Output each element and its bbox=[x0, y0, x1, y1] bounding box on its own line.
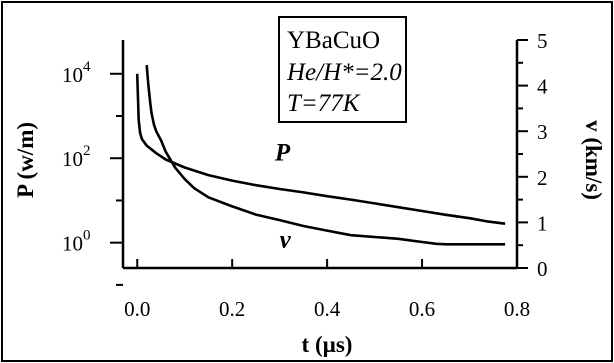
x-axis-title: t (µs) bbox=[302, 332, 353, 357]
series-P-line bbox=[135, 73, 506, 225]
x-tick-label: 0.6 bbox=[409, 297, 435, 321]
x-tick-label: 0.4 bbox=[314, 297, 341, 321]
x-tick-label: 0.8 bbox=[504, 297, 530, 321]
right-y-tick-label: 2 bbox=[537, 166, 548, 190]
right-y-tick-label: 5 bbox=[537, 29, 548, 53]
left-y-tick-label: 100 bbox=[62, 228, 91, 256]
left-y-tick-label: 104 bbox=[62, 59, 91, 87]
right-y-tick-label: 0 bbox=[537, 257, 548, 281]
info-box-field-ratio: He/H*=2.0 bbox=[286, 59, 402, 86]
curve-label-v: v bbox=[280, 226, 292, 253]
right-y-tick-label: 1 bbox=[537, 211, 548, 235]
right-axis-title: v (km/s) bbox=[581, 120, 606, 200]
right-y-tick-label: 3 bbox=[537, 120, 548, 144]
left-axis-title: P (w/m) bbox=[13, 122, 38, 198]
curves-layer: Pv bbox=[135, 64, 506, 253]
right-y-tick-label: 4 bbox=[537, 75, 548, 99]
info-box: YBaCuO He/H*=2.0 T=77K bbox=[278, 16, 407, 123]
x-tick-label: 0.0 bbox=[124, 297, 150, 321]
info-box-temperature: T=77K bbox=[287, 90, 361, 117]
x-tick-label: 0.2 bbox=[219, 297, 245, 321]
curve-label-P: P bbox=[274, 139, 291, 166]
left-y-tick-label: 102 bbox=[62, 143, 91, 171]
tick-layer: 0.0 0.2 0.4 0.6 0.8 100 102 104 0 1 2 3 4 5 bbox=[62, 29, 548, 321]
info-box-material: YBaCuO bbox=[287, 27, 380, 54]
info-box-frame bbox=[278, 16, 407, 123]
series-v-line bbox=[145, 64, 506, 246]
